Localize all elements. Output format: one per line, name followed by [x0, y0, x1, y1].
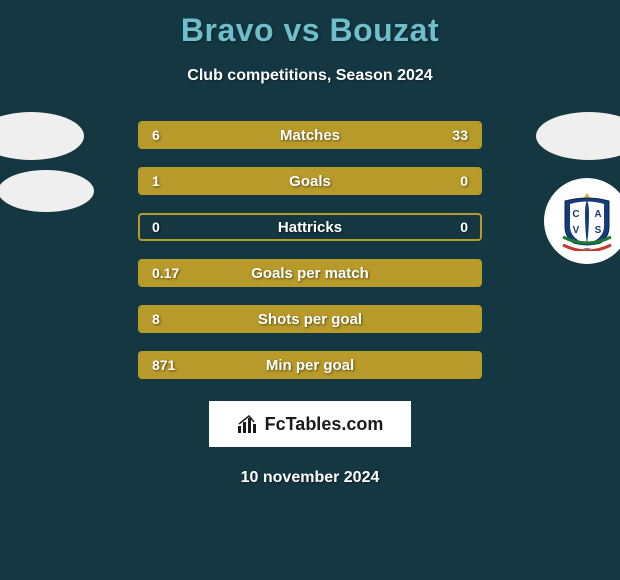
shield-icon: C A V S [561, 191, 613, 251]
stats-list: 633Matches 10Goals 00Hattricks 0.17Goals pe… [0, 121, 620, 379]
svg-text:S: S [595, 225, 602, 236]
player-left-photo-placeholder-2 [0, 170, 94, 212]
stat-label: Goals [140, 173, 480, 190]
svg-text:C: C [572, 209, 579, 220]
svg-text:V: V [573, 225, 580, 236]
svg-text:A: A [594, 209, 601, 220]
stat-row: 10Goals [138, 167, 482, 195]
footer-date: 10 november 2024 [0, 469, 620, 487]
page-subtitle: Club competitions, Season 2024 [0, 67, 620, 85]
stat-label: Hattricks [140, 219, 480, 236]
club-badge-right: C A V S [544, 178, 620, 264]
stat-label: Shots per goal [140, 311, 480, 328]
stat-label: Matches [140, 127, 480, 144]
stat-row: 871Min per goal [138, 351, 482, 379]
chart-icon [237, 414, 259, 434]
page-title: Bravo vs Bouzat [0, 0, 620, 49]
stat-label: Min per goal [140, 357, 480, 374]
brand-text: FcTables.com [265, 414, 384, 435]
stat-row: 0.17Goals per match [138, 259, 482, 287]
stat-row: 8Shots per goal [138, 305, 482, 333]
stat-label: Goals per match [140, 265, 480, 282]
brand-badge: FcTables.com [209, 401, 411, 447]
stat-row: 00Hattricks [138, 213, 482, 241]
stat-row: 633Matches [138, 121, 482, 149]
